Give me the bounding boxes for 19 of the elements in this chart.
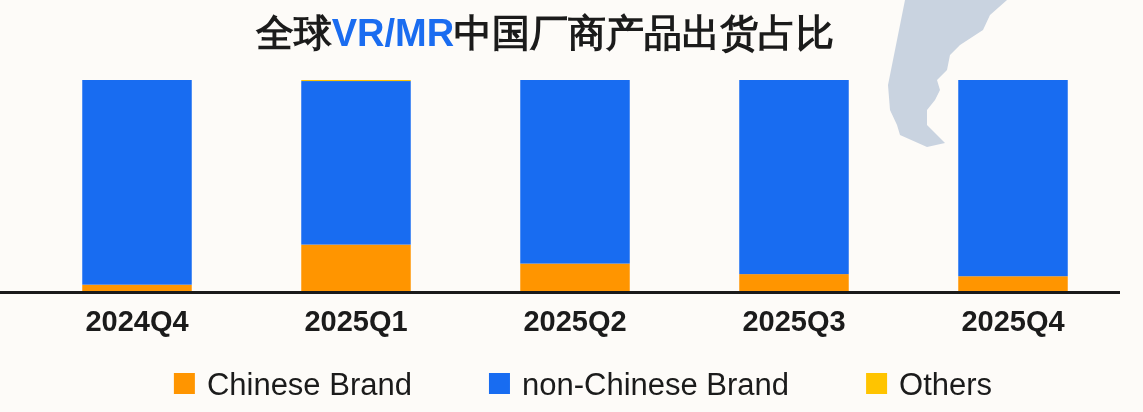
x-tick-label: 2025Q4 bbox=[961, 305, 1065, 337]
bar bbox=[82, 80, 192, 285]
bar bbox=[739, 80, 849, 275]
bar bbox=[82, 284, 192, 291]
legend-label: Chinese Brand bbox=[206, 367, 412, 402]
legend-label: Others bbox=[899, 367, 993, 402]
bar bbox=[520, 80, 630, 264]
bar bbox=[958, 276, 1068, 291]
chart-title: 全球VR/MR中国厂商产品出货占比 bbox=[254, 12, 835, 54]
legend-label: non-Chinese Brand bbox=[521, 367, 790, 402]
bar bbox=[301, 244, 411, 291]
x-tick-label: 2024Q4 bbox=[85, 305, 189, 337]
bar bbox=[739, 274, 849, 291]
x-tick-label: 2025Q1 bbox=[304, 305, 408, 337]
bar bbox=[301, 81, 411, 245]
x-tick-label: 2025Q2 bbox=[523, 305, 627, 337]
x-tick-label: 2025Q3 bbox=[742, 305, 846, 337]
bar bbox=[958, 80, 1068, 277]
bar bbox=[520, 263, 630, 291]
